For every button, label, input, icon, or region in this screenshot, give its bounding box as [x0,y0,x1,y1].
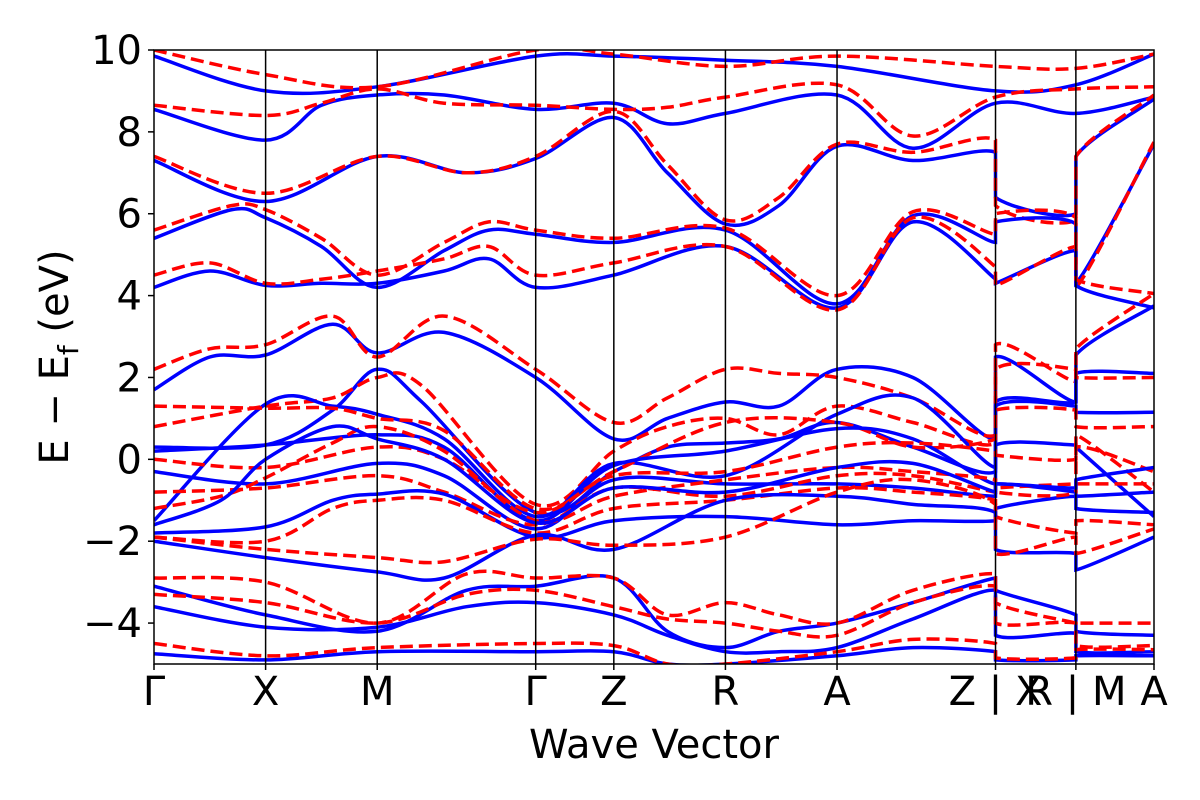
red-dashed-band-13 [154,361,1154,508]
blue-solid-band-0 [154,51,1154,96]
y-axis-label-subscript: f [52,344,85,355]
x-tick-label-7: Z | X [949,669,1043,715]
x-tick-label-0: Γ [143,669,166,715]
y-tick-label-7: 10 [91,28,142,74]
blue-solid-band-16 [154,426,1154,523]
red-dashed-band-23 [154,477,1154,565]
y-tick-label-1: −2 [83,519,142,565]
y-axis-label: E − Ef (eV) [32,249,85,464]
x-tick-label-3: Γ [525,669,548,715]
y-tick-label-2: 0 [117,437,142,483]
x-tick-label-1: X [252,669,279,715]
blue-solid-band-22 [154,492,1154,582]
y-tick-label-4: 4 [117,274,142,320]
y-tick-label-3: 2 [117,355,142,401]
x-tick-label-6: A [823,669,851,715]
y-tick-label-5: 6 [117,192,142,238]
plot-frame [153,49,1155,665]
x-axis-label: Wave Vector [529,722,780,768]
x-tick-label-5: R [712,669,740,715]
red-dashed-band-11 [154,292,1154,438]
red-dashed-band-9 [154,215,1154,312]
y-tick-label-0: −4 [83,601,142,647]
y-axis-label-unit: (eV) [32,249,78,345]
red-dashed-band-25 [154,569,1154,626]
x-tick-label-9: A [1140,669,1168,715]
x-axis-ticks: Γ X M Γ Z R A Z | XR | M A [143,664,1168,715]
y-tick-label-6: 8 [117,110,142,156]
high-symmetry-lines [264,50,1077,664]
x-tick-label-8: R | M [1025,669,1126,715]
y-axis-label-main: E − E [32,355,78,465]
x-tick-label-2: M [360,669,395,715]
x-tick-label-4: Z [600,669,627,715]
red-dashed-band-17 [154,432,1154,515]
blue-solid-band-2 [154,91,1154,150]
blue-solid-band-31 [154,424,1154,527]
y-axis-ticks: −4 −2 0 2 4 6 8 10 [83,28,154,647]
red-dashed-band-3 [154,81,1154,138]
